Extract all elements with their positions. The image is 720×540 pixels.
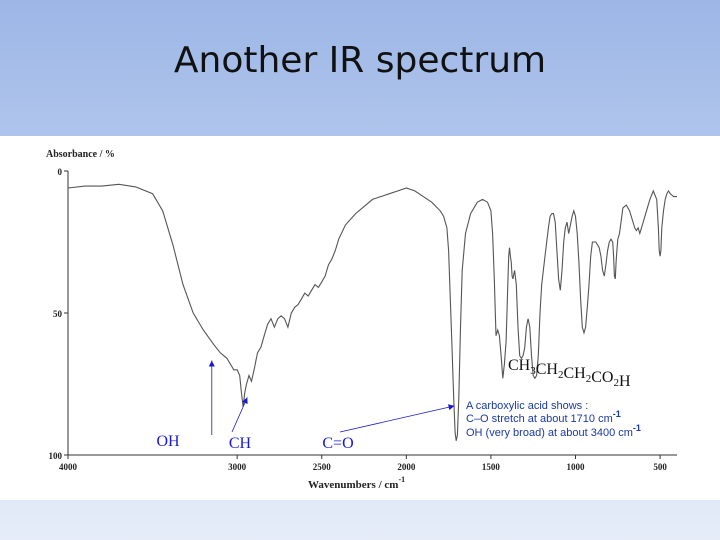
spectrum-line	[67, 183, 677, 441]
x-tick-label: 2500	[313, 462, 332, 472]
note-block: A carboxylic acid shows : C–O stretch at…	[466, 400, 641, 439]
y-tick-label: 0	[58, 167, 63, 177]
x-tick-label: 1500	[482, 462, 501, 472]
y-tick-label: 50	[53, 309, 63, 319]
formula-part: CH	[508, 357, 531, 374]
formula-part: CH	[563, 365, 586, 382]
note-line-3-text: OH (very broad) at about 3400 cm	[466, 427, 633, 439]
note-line-3: OH (very broad) at about 3400 cm-1	[466, 423, 641, 439]
x-axis-label-text: Wavenumbers / cm	[308, 479, 398, 491]
formula-part: H	[619, 373, 631, 390]
annotation-label: OH	[156, 433, 180, 450]
note-line-2-sup: -1	[613, 409, 621, 419]
note-line-2: C–O stretch at about 1710 cm-1	[466, 409, 621, 425]
y-axis-label: Absorbance / %	[46, 149, 115, 160]
formula-part: CO	[591, 369, 613, 386]
annotation-label: C=O	[322, 435, 353, 452]
x-axis-label: Wavenumbers / cm-1	[308, 475, 405, 491]
slide-title: Another IR spectrum	[173, 40, 547, 81]
y-tick-label: 100	[49, 451, 63, 461]
plot-background	[0, 136, 720, 500]
annotation-arrowhead	[242, 397, 248, 405]
note-line-1: A carboxylic acid shows :	[466, 400, 588, 412]
annotation-arrowhead	[208, 360, 215, 367]
annotation-label: CH	[229, 435, 252, 452]
annotation-arrow	[231, 397, 248, 433]
x-tick-label: 500	[653, 462, 667, 472]
x-tick-label: 1000	[567, 462, 586, 472]
x-axis-label-sup: -1	[398, 475, 405, 484]
formula-subscript: 2	[613, 377, 619, 389]
formula-subscript: 3	[530, 365, 536, 377]
formula-part: CH	[536, 361, 559, 378]
formula-subscript: 2	[586, 373, 592, 385]
note-line-2-text: C–O stretch at about 1710 cm	[466, 413, 613, 425]
note-line-3-sup: -1	[633, 423, 641, 433]
x-tick-label: 3000	[228, 462, 247, 472]
annotation-arrowhead	[448, 404, 455, 411]
annotation-arrow	[339, 405, 455, 433]
molecular-formula: CH3CH2CH2CO2H	[508, 357, 631, 390]
x-tick-label: 4000	[59, 462, 78, 472]
peak-annotations: OH CH C=O	[156, 360, 455, 452]
x-tick-label: 2000	[397, 462, 416, 472]
y-ticks: 0 50 100	[49, 167, 68, 461]
x-ticks: 4000 3000 2500 2000 1500 1000 500	[59, 455, 667, 472]
formula-subscript: 2	[558, 369, 564, 381]
